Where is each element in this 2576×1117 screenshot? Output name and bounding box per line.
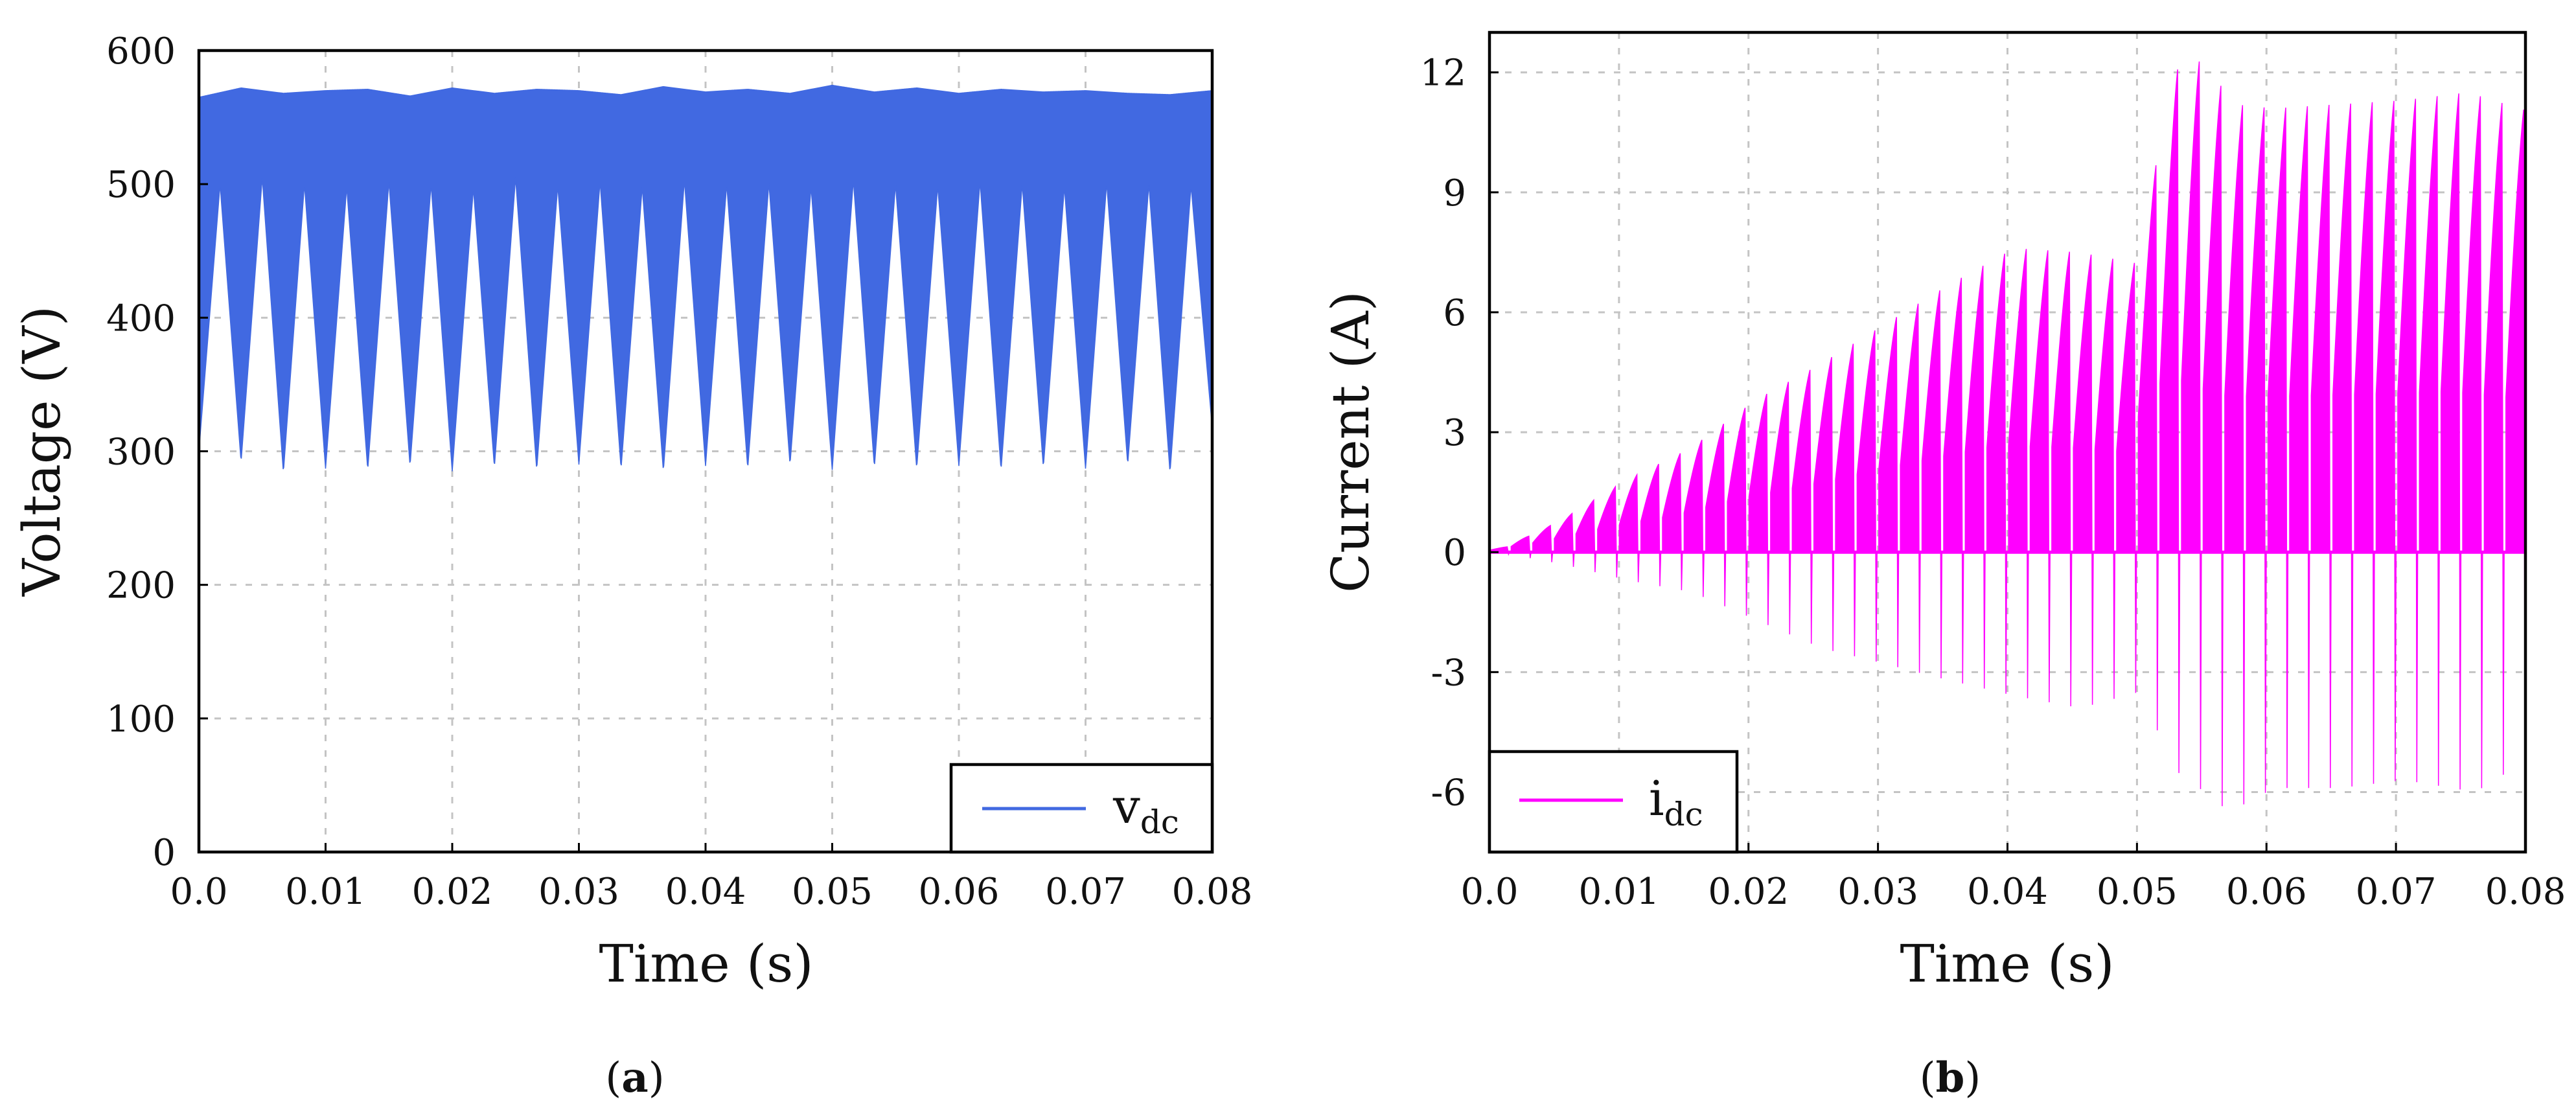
- series-group-a: [199, 84, 1212, 852]
- series-idc-pulse: [1510, 535, 1532, 558]
- series-idc-pulse: [1813, 357, 1835, 651]
- series-idc-pulse: [1662, 453, 1683, 590]
- series-idc-pulse: [1618, 473, 1640, 582]
- x-tick-label: 0.06: [2226, 871, 2307, 913]
- series-idc-pulse: [2029, 250, 2051, 702]
- ylabel-a: Voltage (V): [12, 306, 72, 597]
- y-tick-label: 3: [1443, 412, 1466, 454]
- series-idc-pulse: [2116, 262, 2137, 693]
- y-tick-label: 400: [106, 297, 176, 340]
- x-tick-label: 0.03: [538, 871, 619, 913]
- series-idc-pulse: [1748, 393, 1770, 625]
- series-idc-pulse: [2267, 108, 2289, 789]
- x-tick-label: 0.05: [792, 871, 873, 913]
- series-idc-pulse: [2008, 249, 2029, 698]
- series-idc-pulse: [2332, 103, 2354, 787]
- panel-a: 0.0 0.01 0.02 0.03 0.04 0.05 0.06 0.07 0.08 0 100 2…: [12, 30, 1252, 1102]
- series-idc-pulse: [1532, 524, 1554, 562]
- legend-subscript-a: dc: [1140, 803, 1179, 841]
- y-tick-label: -6: [1431, 772, 1466, 814]
- x-tick-label: 0.0: [170, 871, 227, 913]
- series-group-b: [1489, 61, 2525, 807]
- series-idc-pulse: [1770, 382, 1791, 635]
- x-tick-label: 0.08: [2485, 871, 2566, 913]
- series-idc-pulse: [1986, 253, 2008, 694]
- series-idc-pulse: [2224, 105, 2246, 805]
- series-idc-pulse: [2354, 102, 2375, 784]
- series-idc-pulse: [2073, 254, 2094, 705]
- x-tick-label: 0.08: [1172, 871, 1253, 913]
- series-idc-pulse: [2181, 61, 2202, 789]
- series-idc-pulse: [1575, 498, 1596, 573]
- caption-b: (b): [1920, 1054, 1981, 1102]
- series-idc-pulse: [2289, 106, 2310, 789]
- y-tick-label: 200: [106, 565, 176, 607]
- series-idc-pulse: [2246, 107, 2267, 793]
- x-tick-label: 0.04: [665, 871, 746, 913]
- series-idc-pulse: [2310, 104, 2332, 789]
- legend-a: vdc: [949, 763, 1214, 854]
- x-tick-label: 0.01: [285, 871, 366, 913]
- x-tick-label: 0.02: [1708, 871, 1789, 913]
- series-idc-pulse: [1683, 439, 1705, 597]
- series-idc-pulse: [2202, 86, 2224, 807]
- series-idc-pulse: [2397, 98, 2419, 783]
- caption-a: (a): [605, 1054, 664, 1102]
- series-vdc-band: [199, 84, 1212, 472]
- series-idc-pulse: [2051, 251, 2073, 707]
- x-tick-label: 0.05: [2097, 871, 2178, 913]
- series-idc-pulse: [1943, 277, 1964, 684]
- y-tick-label: 100: [106, 698, 176, 741]
- series-idc-pulse: [2440, 93, 2462, 790]
- series-idc-pulse: [1727, 408, 1748, 616]
- y-tick-label: 300: [106, 432, 176, 474]
- x-tick-label: 0.07: [1045, 871, 1126, 913]
- legend-b: idc: [1488, 750, 1739, 854]
- legend-label-a: vdc: [1112, 779, 1179, 841]
- legend-subscript-b: dc: [1664, 796, 1703, 833]
- series-idc-pulse: [1856, 330, 1878, 662]
- y-tick-label: 9: [1443, 172, 1466, 214]
- y-tick-label: 0: [152, 832, 176, 874]
- series-idc-pulse: [2159, 69, 2181, 774]
- series-idc-pulse: [1597, 485, 1618, 578]
- x-tick-label: 0.03: [1837, 871, 1918, 913]
- series-idc-pulse: [1835, 343, 1856, 656]
- xlabel-a: Time (s): [599, 934, 813, 994]
- ticks-a: 0.0 0.01 0.02 0.03 0.04 0.05 0.06 0.07 0.08 0 100 2…: [106, 30, 1252, 913]
- series-idc-pulse: [2462, 96, 2483, 789]
- ylabel-b: Current (A): [1320, 291, 1381, 593]
- x-tick-label: 0.07: [2356, 871, 2437, 913]
- x-tick-label: 0.01: [1579, 871, 1660, 913]
- ticks-b: 0.0 0.01 0.02 0.03 0.04 0.05 0.06 0.07 0.08 -6 -3 0…: [1420, 52, 2566, 913]
- x-tick-label: 0.04: [1967, 871, 2048, 913]
- series-idc-pulse: [1878, 317, 1900, 667]
- series-idc-pulse: [2483, 102, 2505, 775]
- y-tick-label: 600: [106, 30, 176, 73]
- x-tick-label: 0.06: [919, 871, 1000, 913]
- legend-label-b: idc: [1649, 771, 1703, 833]
- x-tick-label: 0.0: [1460, 871, 1518, 913]
- series-idc-pulse: [2094, 259, 2116, 699]
- series-idc-pulse: [1554, 512, 1575, 567]
- series-idc-pulse: [1921, 290, 1943, 679]
- y-tick-label: -3: [1431, 652, 1466, 694]
- series-idc-pulse: [1900, 303, 1921, 673]
- series-idc-pulse: [2505, 109, 2525, 762]
- series-idc-pulse: [1705, 423, 1727, 606]
- x-tick-label: 0.02: [412, 871, 493, 913]
- y-tick-label: 0: [1443, 532, 1466, 574]
- series-idc-pulse: [1640, 463, 1662, 586]
- series-idc-pulse: [1964, 266, 1986, 689]
- xlabel-b: Time (s): [1900, 934, 2114, 994]
- series-idc-pulse: [1791, 369, 1813, 644]
- series-idc-pulse: [2375, 100, 2397, 781]
- y-tick-label: 12: [1420, 52, 1466, 95]
- y-tick-label: 6: [1443, 292, 1466, 334]
- y-tick-label: 500: [106, 164, 176, 206]
- series-idc-pulse: [2137, 165, 2159, 731]
- panel-b: 0.0 0.01 0.02 0.03 0.04 0.05 0.06 0.07 0.08 -6 -3 0…: [1320, 30, 2566, 1102]
- series-idc-pulse: [2419, 96, 2440, 786]
